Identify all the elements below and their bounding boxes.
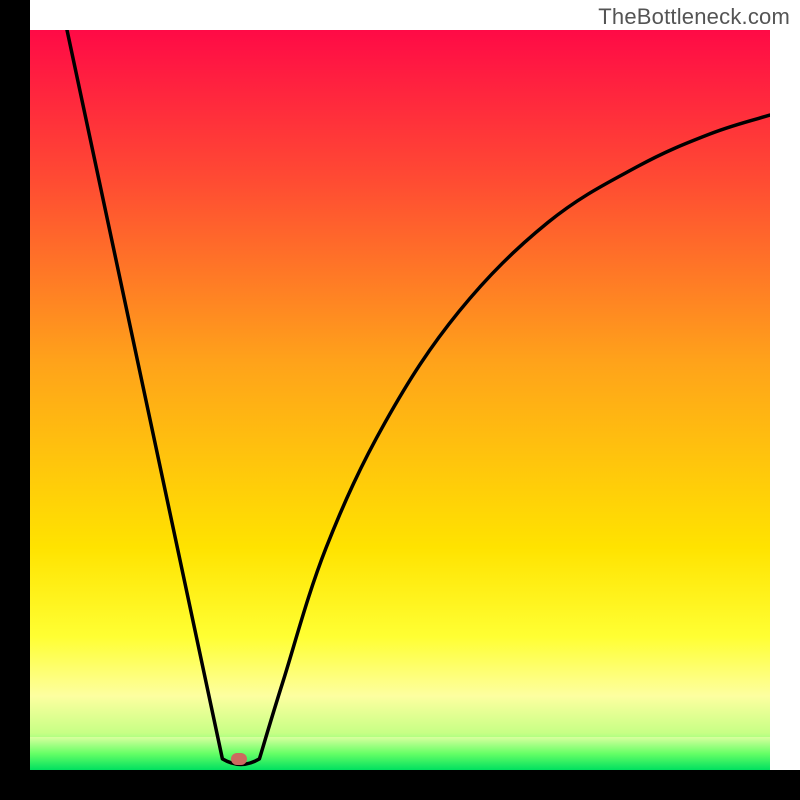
watermark-text: TheBottleneck.com (598, 4, 790, 30)
current-config-marker (231, 753, 247, 765)
bottleneck-curve (30, 30, 770, 770)
y-axis (0, 0, 30, 800)
plot-area (30, 30, 770, 770)
x-axis (0, 770, 800, 800)
